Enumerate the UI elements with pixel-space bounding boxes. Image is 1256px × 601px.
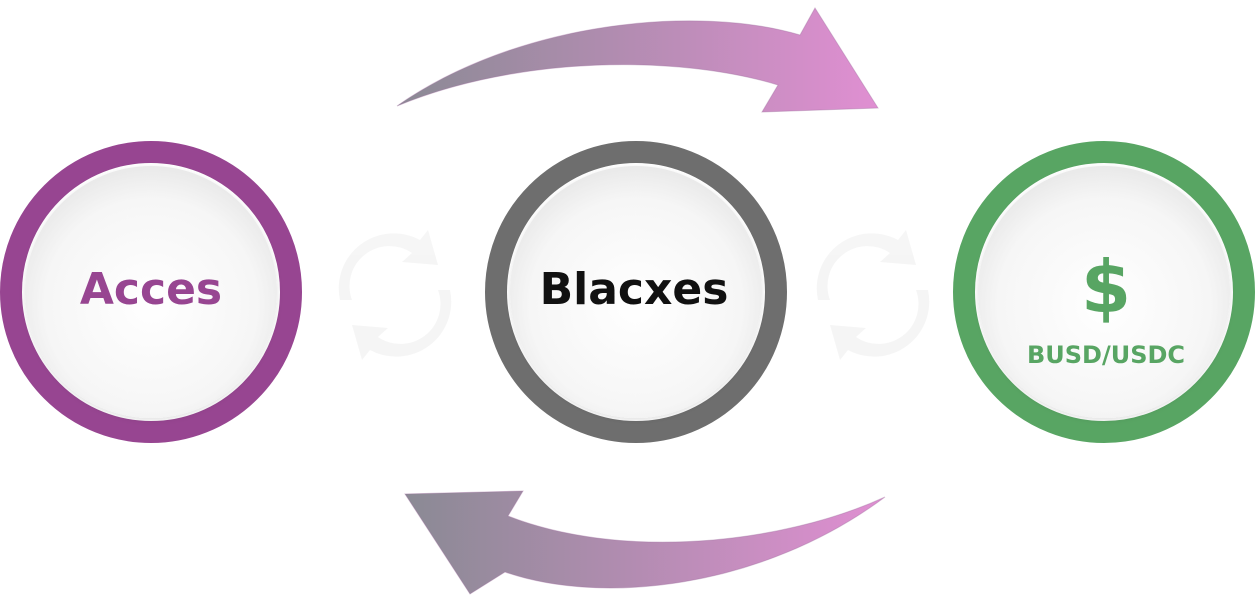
top-arrow (396, 7, 879, 113)
bottom-arrow (404, 490, 886, 595)
node-busd-label: BUSD/USDC (1027, 341, 1185, 369)
node-blacxes-fill (510, 166, 762, 418)
node-acces-fill (25, 166, 277, 418)
refresh-icon-right (816, 230, 930, 360)
node-blacxes: Blacxes (485, 141, 787, 443)
node-busd-fill (978, 166, 1230, 418)
refresh-icon-left (338, 230, 452, 360)
node-acces-ring (0, 141, 302, 443)
node-acces: Acces (0, 141, 302, 443)
node-acces-label: Acces (80, 264, 222, 315)
node-busd: $ BUSD/USDC (953, 141, 1255, 443)
node-busd-ring (953, 141, 1255, 443)
node-blacxes-ring (485, 141, 787, 443)
node-blacxes-label: Blacxes (540, 264, 729, 315)
dollar-icon: $ (1081, 245, 1131, 329)
